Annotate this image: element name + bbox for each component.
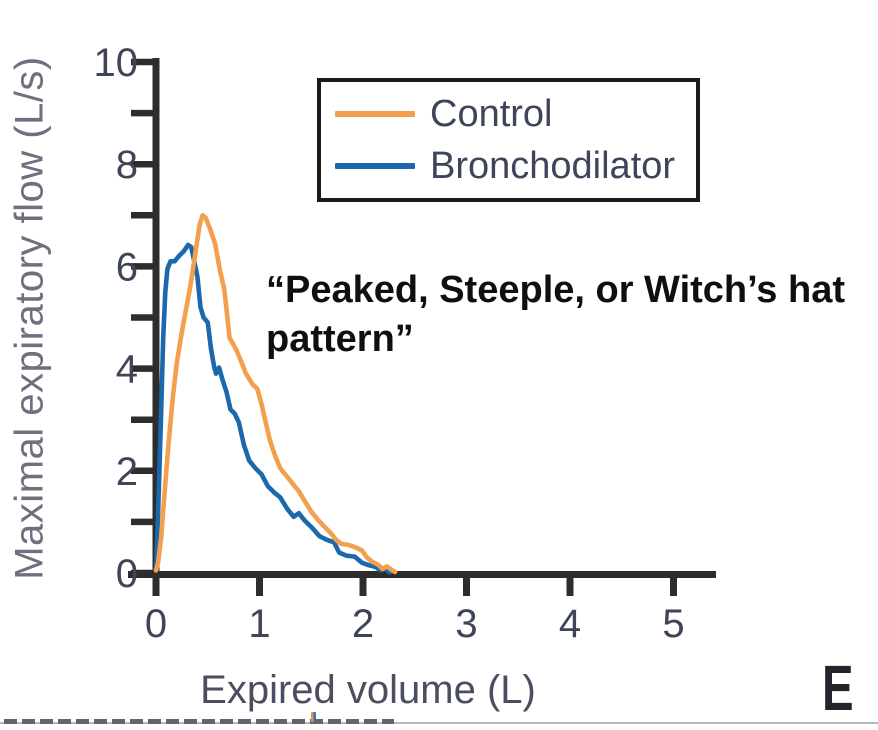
y-tick-label: 10	[94, 41, 139, 85]
legend-item-control: Control	[335, 93, 696, 136]
x-tick-label: 5	[662, 602, 684, 646]
x-tick-label: 0	[145, 602, 167, 646]
legend-box: Control Bronchodilator	[317, 78, 700, 202]
control-line-swatch	[335, 111, 415, 117]
y-tick-label: 4	[116, 348, 138, 392]
y-tick-label: 2	[116, 450, 138, 494]
bronchodilator-curve	[153, 242, 393, 575]
y-axis-title: Maximal expiratory flow (L/s)	[7, 56, 52, 580]
x-tick-label: 4	[559, 602, 581, 646]
pattern-annotation: “Peaked, Steeple, or Witch’s hat pattern…	[266, 266, 845, 364]
cropped-curve-fragment	[311, 712, 316, 722]
annotation-line-1: “Peaked, Steeple, or Witch’s hat	[266, 269, 845, 311]
bottom-divider-line	[0, 722, 878, 724]
control-curve	[153, 213, 398, 575]
x-tick-label: 3	[455, 602, 477, 646]
bronchodilator-line-swatch	[335, 163, 415, 169]
x-tick-label: 1	[248, 602, 270, 646]
legend-item-bronchodilator: Bronchodilator	[335, 145, 696, 188]
y-tick-label: 8	[116, 143, 138, 187]
legend-label-bronchodilator: Bronchodilator	[430, 144, 676, 187]
y-tick-label: 6	[116, 245, 138, 289]
cropped-text-fragment	[4, 719, 394, 724]
annotation-line-2: pattern”	[266, 318, 414, 360]
x-tick-label: 2	[352, 602, 374, 646]
y-tick-label: 0	[116, 552, 138, 596]
x-axis-title: Expired volume (L)	[200, 668, 536, 712]
panel-label: E	[822, 652, 854, 724]
legend-label-control: Control	[430, 92, 553, 135]
